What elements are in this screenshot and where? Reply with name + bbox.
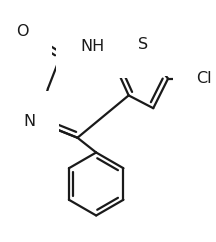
Text: O: O [16, 24, 28, 39]
Text: N: N [23, 114, 35, 129]
Text: Cl: Cl [197, 71, 212, 86]
Text: S: S [138, 37, 148, 52]
Text: NH: NH [80, 39, 104, 54]
